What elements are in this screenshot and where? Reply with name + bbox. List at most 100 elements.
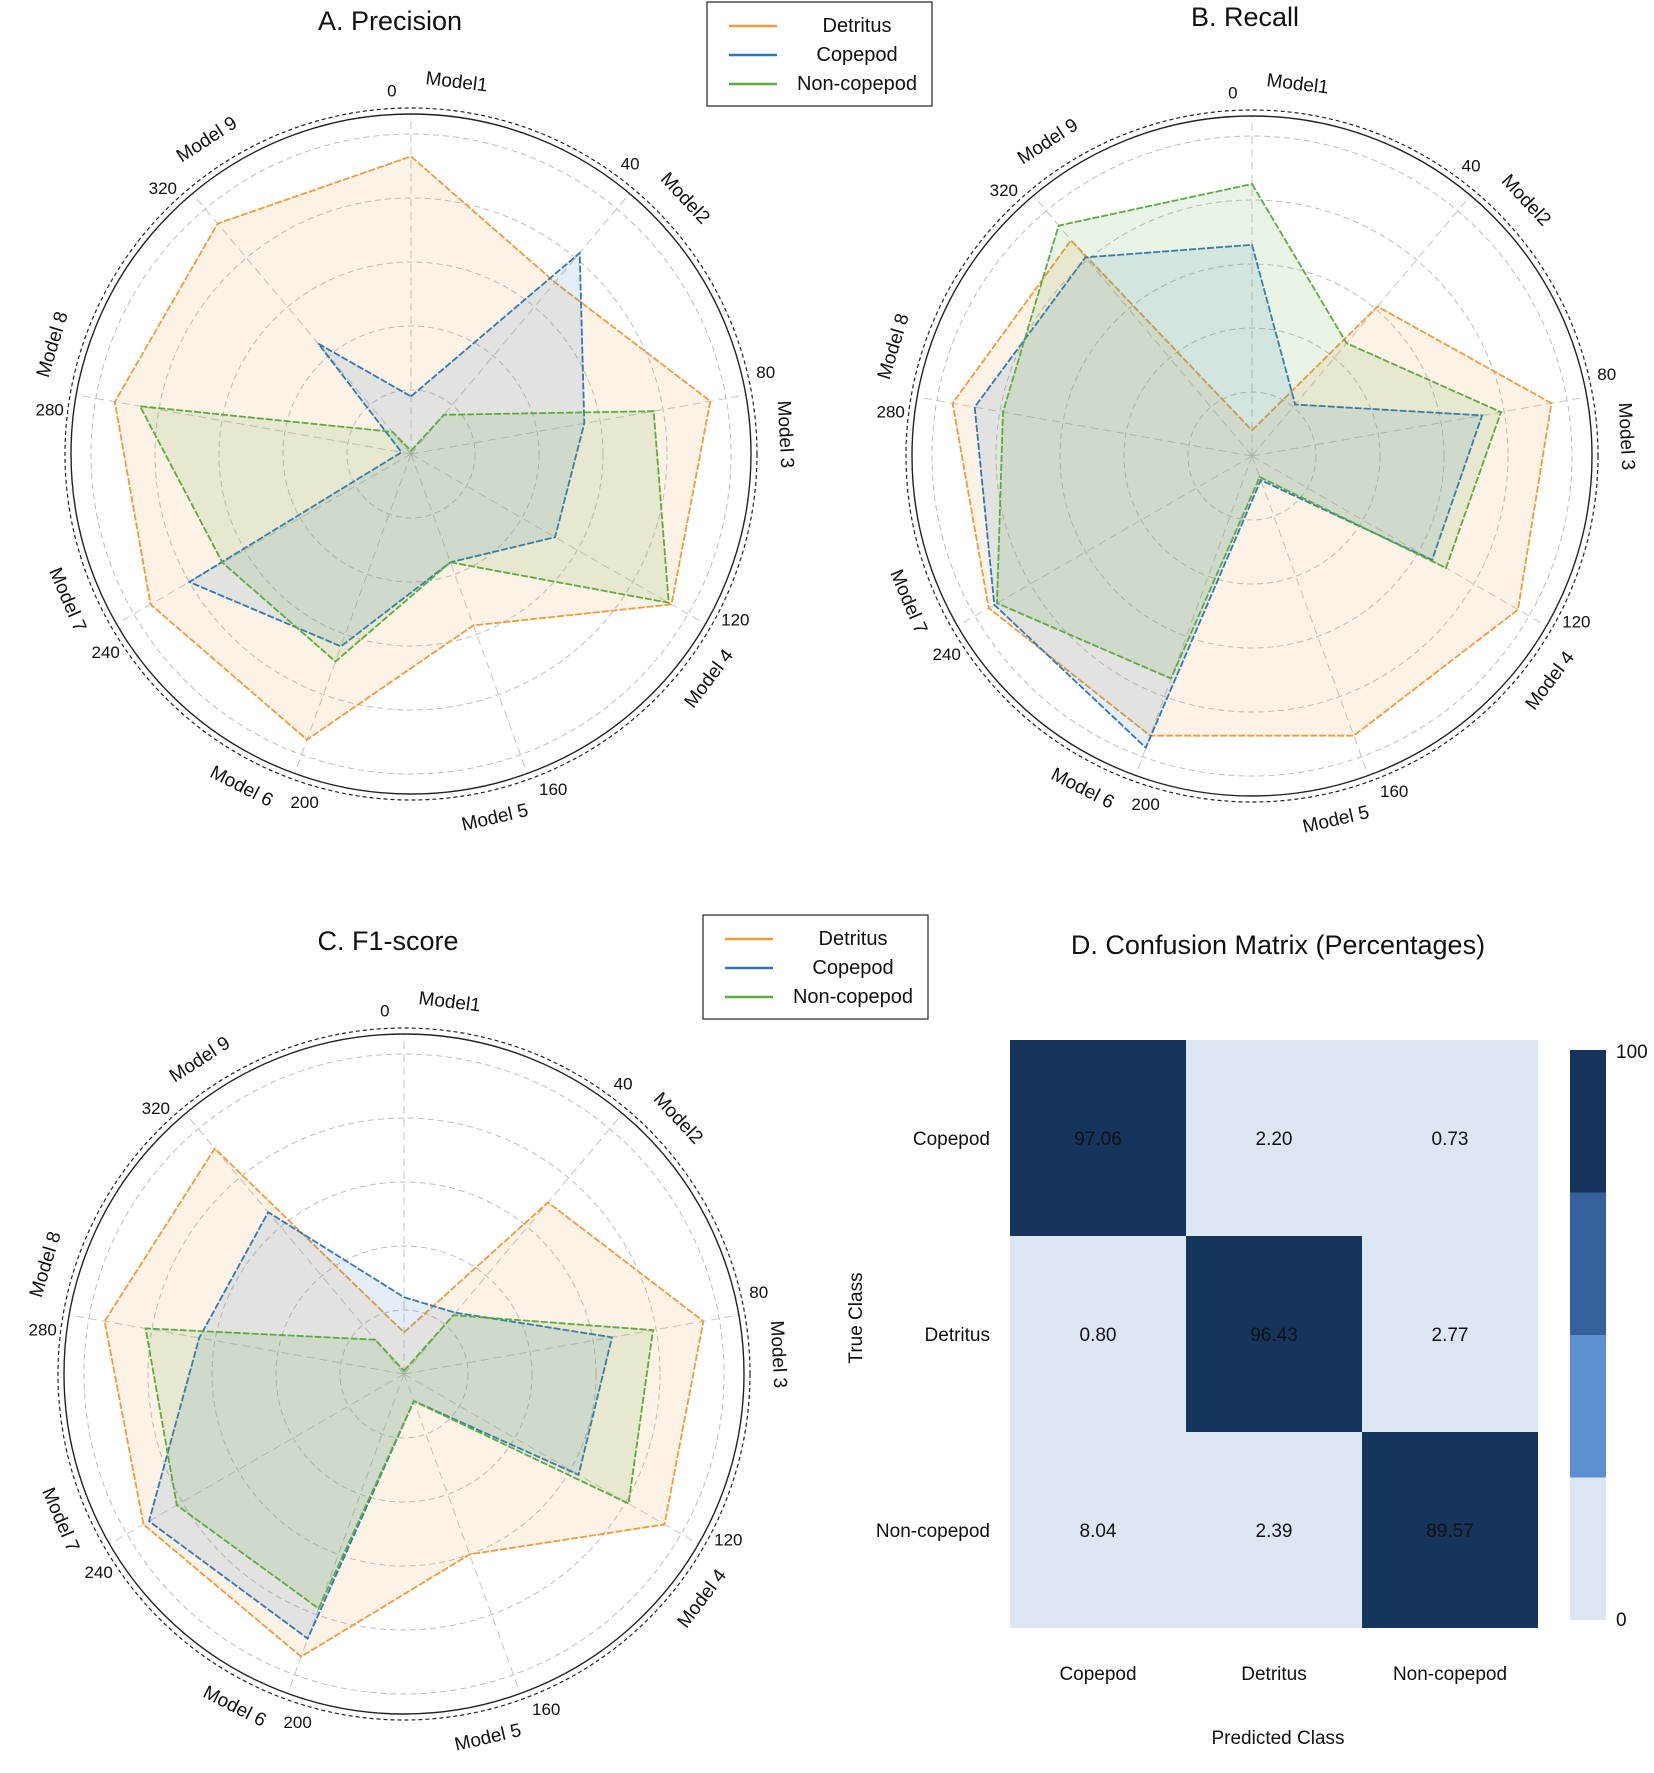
precision-axis-label-model-5: Model 5	[460, 800, 531, 836]
f1-frame-outer	[57, 1027, 751, 1721]
cm-cell-non-copepod-non-copepod	[1362, 1432, 1538, 1628]
precision-axis-label-model-9: Model 9	[173, 113, 241, 167]
confusion-xlabel: Predicted Class	[1211, 1728, 1344, 1749]
recall-axis-label-model-6: Model 6	[1048, 764, 1118, 813]
precision-axis-label-model-4: Model 4	[681, 645, 739, 712]
precision-grid-ring	[154, 197, 668, 711]
f1-frame	[63, 1033, 745, 1715]
cm-value: 8.04	[1080, 1521, 1117, 1542]
cm-cell-non-copepod-detritus	[1186, 1432, 1362, 1628]
recall-angle-tick: 120	[1562, 612, 1590, 631]
recall-series-non-copepod	[996, 182, 1503, 680]
precision-frame-outer	[64, 107, 758, 801]
f1-spoke	[109, 1373, 405, 1545]
legend-label-non-copepod: Non-copepod	[797, 73, 917, 95]
f1-angle-tick: 240	[85, 1563, 113, 1582]
f1-angle-tick: 160	[532, 1700, 560, 1719]
precision-angle-tick: 0	[387, 82, 396, 101]
cm-xtick-detritus: Detritus	[1241, 1664, 1306, 1685]
cm-value: 0.80	[1080, 1325, 1117, 1346]
recall-angle-tick: 0	[1228, 84, 1237, 103]
recall-grid	[917, 116, 1587, 777]
precision-angle-tick: 280	[36, 401, 64, 420]
recall-frame	[911, 115, 1593, 797]
recall-spoke	[957, 455, 1253, 627]
recall-axis-label-model-9: Model 9	[1014, 115, 1082, 169]
recall-axis-label-model-4: Model 4	[1522, 647, 1580, 714]
colorbar-segment	[1570, 1192, 1606, 1335]
f1-spoke	[403, 1373, 699, 1545]
recall-axis-label-model-3: Model 3	[1614, 402, 1639, 471]
f1-angle-tick: 280	[29, 1321, 57, 1340]
precision-frame	[70, 113, 752, 795]
f1-axis-label-model-4: Model 4	[674, 1565, 732, 1632]
cm-value: 2.20	[1256, 1129, 1293, 1150]
legend-label-detritus: Detritus	[819, 928, 888, 950]
recall-spoke	[1251, 455, 1547, 627]
recall-series-detritus	[951, 238, 1553, 737]
f1-series-copepod	[147, 1210, 614, 1640]
precision-series-non-copepod	[138, 405, 670, 663]
colorbar-min-label: 0	[1616, 1610, 1627, 1631]
recall-axis-label-model2: Model2	[1497, 171, 1555, 231]
f1-angle-tick: 40	[614, 1074, 633, 1093]
recall-spoke	[1135, 455, 1253, 776]
recall-angle-tick: 80	[1597, 365, 1616, 384]
legend-label-copepod: Copepod	[812, 957, 893, 979]
precision-angle-tick: 120	[721, 610, 749, 629]
recall-grid-ring	[995, 199, 1509, 713]
f1-angle-tick: 200	[283, 1713, 311, 1732]
cm-cell-copepod-copepod	[1010, 1040, 1186, 1236]
f1-axis-label-model1: Model1	[417, 988, 481, 1016]
cm-ytick-non-copepod: Non-copepod	[876, 1521, 990, 1542]
confusion-ylabel: True Class	[846, 1272, 867, 1363]
f1-axis-label-model-7: Model 7	[37, 1485, 83, 1555]
recall-radar-chart: 0 Model1 40 Model2 80 Model 3 120 Model 4 160 Mod…	[874, 70, 1638, 838]
recall-spoke	[1251, 455, 1369, 776]
legend-top: Detritus Copepod Non-copepod	[706, 1, 933, 107]
recall-angle-tick: 320	[990, 181, 1018, 200]
recall-angle-tick: 200	[1131, 795, 1159, 814]
colorbar-segment	[1570, 1050, 1606, 1193]
recall-axis-label-model-7: Model 7	[885, 567, 931, 637]
precision-axis-label-model-3: Model 3	[773, 400, 798, 469]
f1-series-detritus	[103, 1147, 705, 1658]
precision-grid-ring	[346, 389, 476, 519]
f1-grid-ring	[339, 1309, 469, 1439]
precision-spoke	[410, 394, 746, 455]
f1-grid-ring	[83, 1053, 725, 1695]
recall-angle-tick: 160	[1380, 782, 1408, 801]
cm-ytick-copepod: Copepod	[913, 1129, 990, 1150]
f1-series-non-copepod	[144, 1314, 655, 1610]
precision-spoke	[76, 394, 412, 455]
precision-axis-label-model1: Model1	[424, 68, 488, 96]
cm-value: 89.57	[1426, 1521, 1474, 1542]
f1-axis-label-model-8: Model 8	[26, 1229, 66, 1300]
cm-value: 2.39	[1256, 1521, 1293, 1542]
f1-spoke	[403, 1373, 521, 1694]
cm-cell-detritus-non-copepod	[1362, 1236, 1538, 1432]
precision-spoke	[192, 193, 412, 455]
confusion-title: D. Confusion Matrix (Percentages)	[1071, 930, 1485, 960]
f1-angle-tick: 120	[714, 1530, 742, 1549]
recall-spoke	[1251, 396, 1587, 457]
cm-value: 97.06	[1074, 1129, 1122, 1150]
precision-axis-label-model-8: Model 8	[33, 309, 73, 380]
precision-title: A. Precision	[318, 6, 462, 36]
recall-grid-ring	[931, 135, 1573, 777]
colorbar-segment	[1570, 1477, 1606, 1620]
recall-axis-label-model1: Model1	[1265, 70, 1329, 98]
cm-xtick-non-copepod: Non-copepod	[1393, 1664, 1507, 1685]
recall-axis-label-model-8: Model 8	[874, 311, 914, 382]
colorbar-segment	[1570, 1335, 1606, 1478]
precision-grid-ring	[218, 261, 604, 647]
f1-spoke	[287, 1373, 405, 1694]
f1-axis-label-model-9: Model 9	[166, 1033, 234, 1087]
cm-cell-copepod-detritus	[1186, 1040, 1362, 1236]
recall-grid-ring	[1187, 391, 1317, 521]
f1-grid	[69, 1034, 739, 1695]
cm-cell-non-copepod-copepod	[1010, 1432, 1186, 1628]
recall-spoke	[1033, 195, 1253, 457]
precision-series-copepod	[187, 251, 586, 648]
recall-grid-ring	[1059, 263, 1445, 649]
